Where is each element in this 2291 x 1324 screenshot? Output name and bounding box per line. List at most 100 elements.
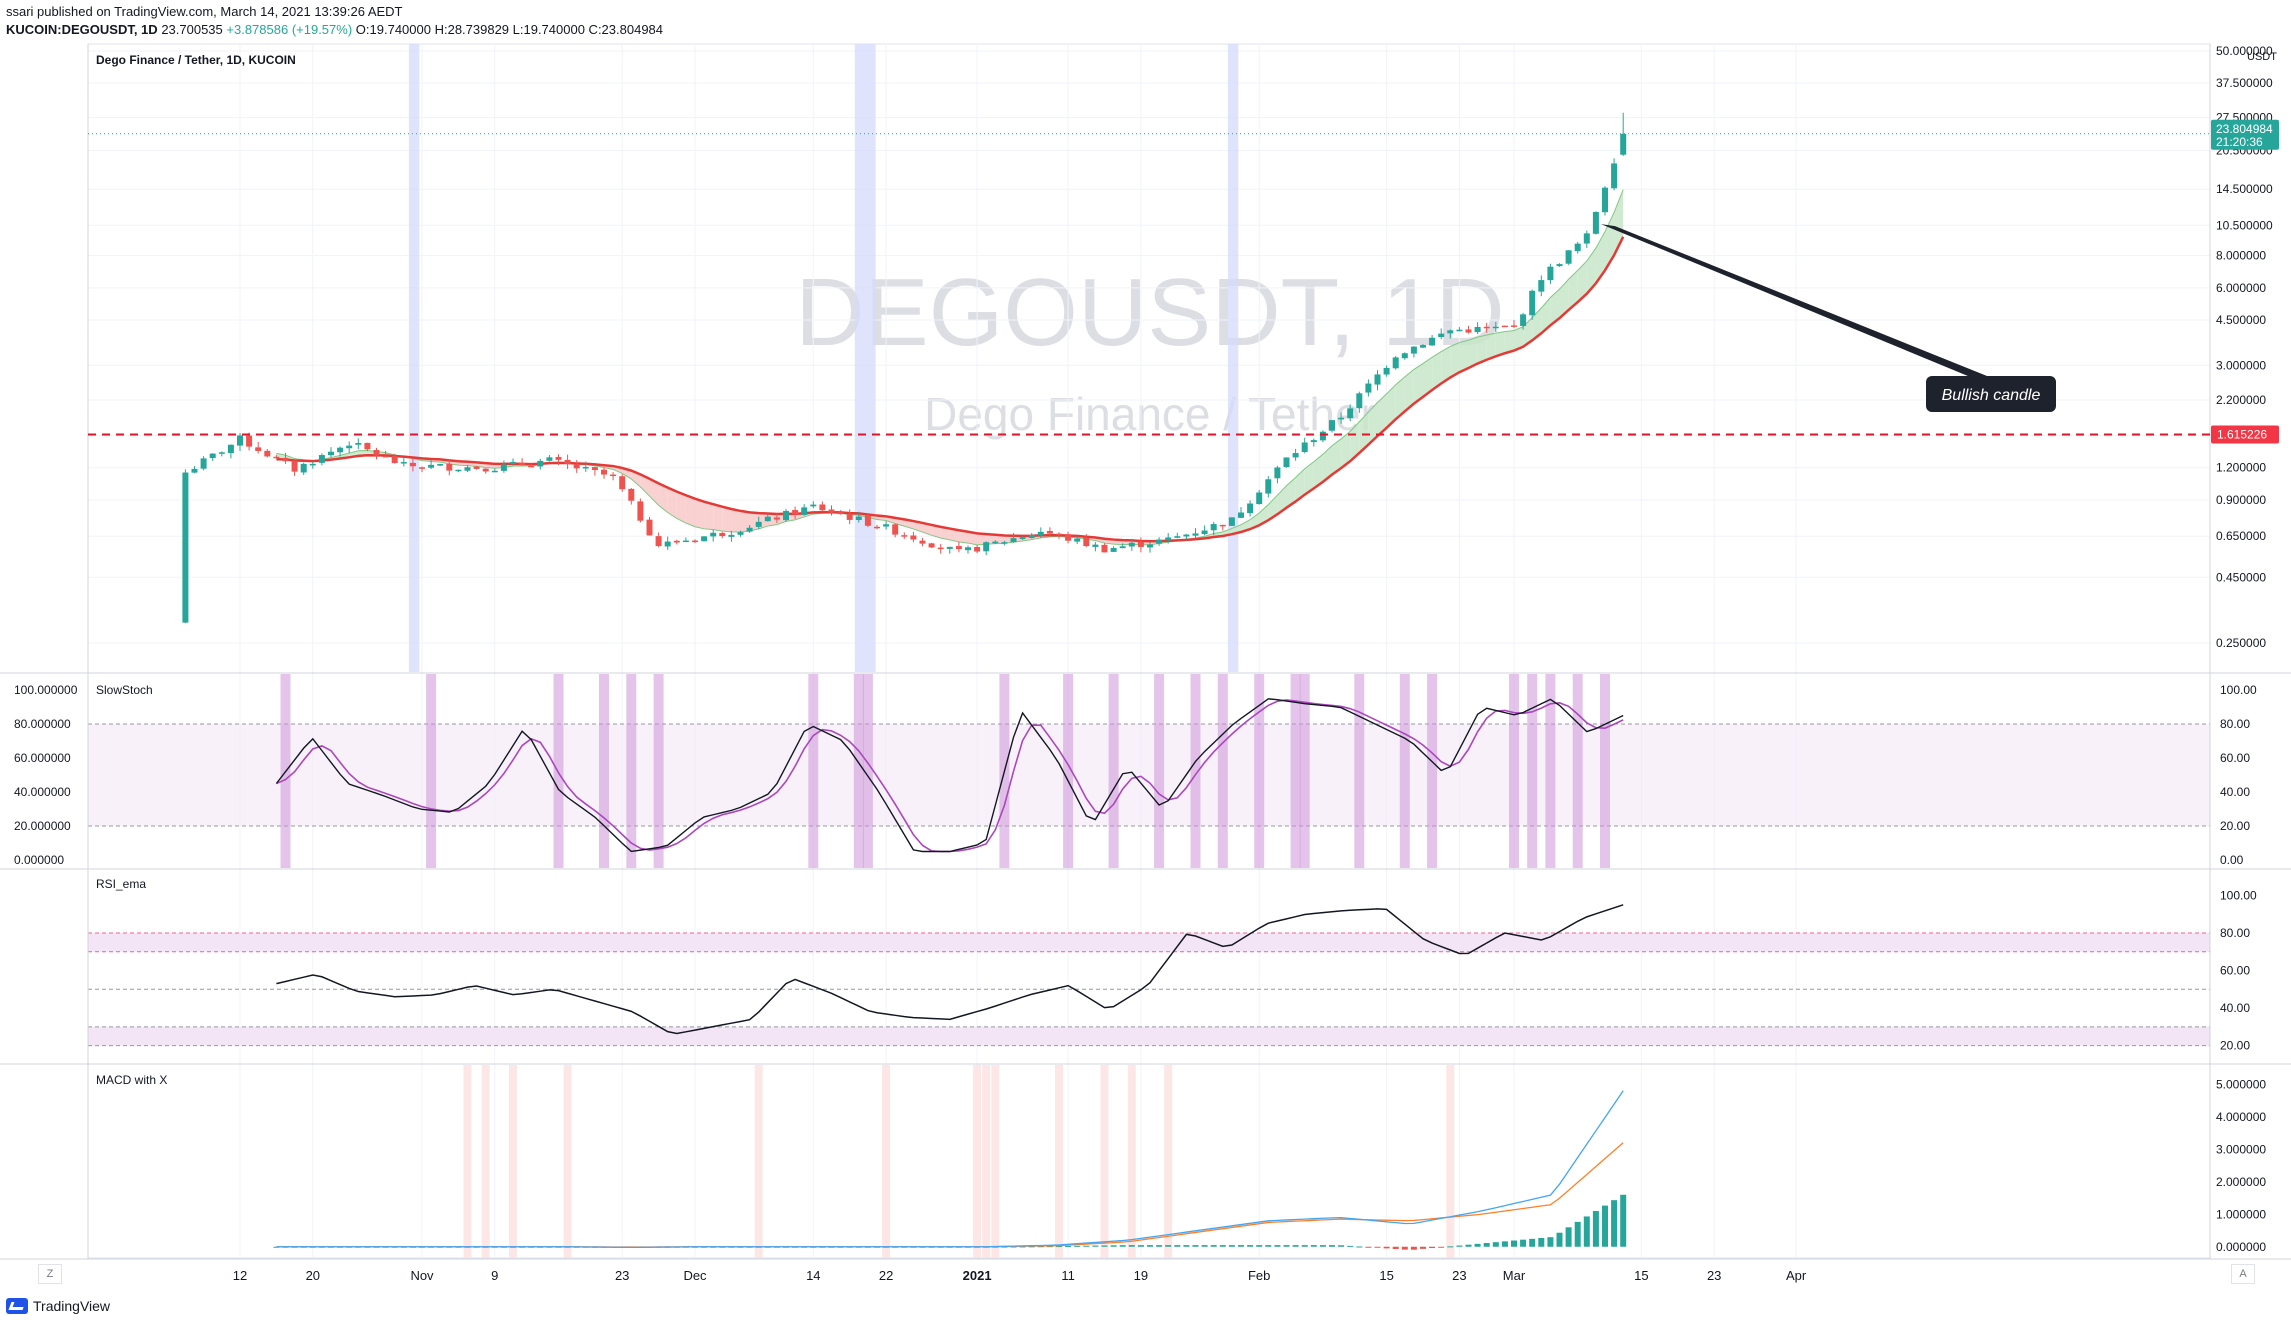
macd-histogram-bar	[1620, 1194, 1627, 1247]
highlight-band	[1227, 44, 1239, 672]
candle-body	[428, 464, 435, 468]
candle-body	[382, 455, 389, 458]
candle-body	[1420, 345, 1426, 348]
macd-histogram-bar	[1520, 1239, 1527, 1247]
macd-histogram-bar	[1201, 1245, 1208, 1247]
candle-body	[519, 462, 526, 466]
candle-body	[1165, 537, 1172, 541]
ema-ribbon-segment	[1559, 279, 1569, 319]
candle-body	[819, 504, 826, 511]
ema-ribbon-segment	[1486, 333, 1496, 360]
stoch-tick-label: 100.00	[2220, 683, 2257, 697]
ema-ribbon-segment	[1313, 454, 1323, 489]
macd-histogram-bar	[1501, 1241, 1508, 1247]
macd-histogram-bar	[1392, 1246, 1399, 1249]
macd-histogram-bar	[1274, 1245, 1281, 1247]
candle-body	[182, 472, 189, 623]
ema-ribbon-segment	[667, 487, 677, 519]
candle-body	[1201, 530, 1208, 534]
macd-histogram-bar	[1065, 1245, 1072, 1247]
candle-body	[1128, 542, 1135, 547]
stoch-signal-band	[1108, 674, 1119, 868]
candle-body	[1301, 442, 1308, 453]
stoch-signal-band	[862, 674, 873, 868]
candle-body	[1283, 457, 1290, 468]
macd-signal-band	[463, 1065, 472, 1258]
rsi-tick-label: 60.00	[2220, 964, 2250, 978]
macd-histogram-bar	[1137, 1245, 1144, 1247]
stoch-signal-band	[1154, 674, 1165, 868]
stoch-k-line	[275, 698, 1624, 853]
candle-body	[1310, 440, 1317, 443]
ema-ribbon-segment	[1295, 468, 1305, 502]
candle-body	[919, 540, 926, 544]
tradingview-brand: TradingView	[33, 1298, 111, 1314]
macd-histogram-bar	[1119, 1245, 1126, 1247]
candle-body	[337, 447, 344, 453]
macd-signal-band	[1164, 1065, 1173, 1258]
candle-body	[1147, 544, 1153, 548]
macd-histogram-bar	[1165, 1245, 1172, 1247]
ema-ribbon-segment	[713, 504, 723, 532]
candle-body	[1438, 333, 1445, 337]
candle-body	[282, 457, 289, 462]
x-tick-label: 20	[306, 1268, 320, 1283]
candle-body	[1292, 453, 1299, 458]
candle-body	[1274, 467, 1281, 479]
candle-body	[755, 521, 762, 527]
candle-body	[637, 501, 644, 521]
ema-ribbon-segment	[1541, 297, 1551, 334]
ema-ribbon-segment	[1423, 357, 1433, 397]
macd-histogram-bar	[1374, 1246, 1381, 1248]
macd-title: MACD with X	[96, 1073, 167, 1087]
auto-scale-button[interactable]: A	[2231, 1264, 2255, 1284]
candle-body	[655, 536, 662, 547]
tradingview-logo[interactable]: TradingView	[6, 1298, 110, 1314]
candle-body	[737, 532, 744, 535]
macd-histogram-bar	[1101, 1245, 1108, 1247]
candle-body	[1256, 492, 1263, 505]
macd-signal-band	[563, 1065, 572, 1258]
candle-body	[728, 534, 735, 537]
macd-signal-band	[991, 1065, 1000, 1258]
candle-body	[200, 458, 207, 469]
candle-body	[1529, 290, 1536, 316]
candle-body	[582, 466, 589, 469]
candle-body	[318, 455, 325, 463]
macd-histogram-bar	[1238, 1245, 1244, 1247]
stoch-signal-band	[1254, 674, 1265, 868]
ema-ribbon-segment	[740, 510, 750, 532]
candle-body	[409, 462, 416, 467]
candle-body	[855, 516, 862, 521]
stoch-signal-band	[553, 674, 564, 868]
candle-body	[491, 470, 498, 473]
candle-body	[300, 463, 307, 473]
candle-body	[1356, 393, 1363, 409]
currency-label: USDT	[2247, 51, 2277, 63]
price-tick-label: 0.900000	[2216, 493, 2266, 507]
rsi-tick-label: 40.00	[2220, 1001, 2250, 1015]
ema-ribbon-segment	[1450, 342, 1460, 378]
zoom-reset-button[interactable]: Z	[38, 1264, 62, 1284]
price-tick-label: 8.000000	[2216, 249, 2266, 263]
macd-histogram-bar	[1174, 1245, 1181, 1247]
stoch-signal-band	[1290, 674, 1301, 868]
macd-histogram-bar	[1192, 1245, 1199, 1247]
stoch-left-tick-label: 80.000000	[14, 717, 71, 731]
candle-body	[846, 514, 853, 520]
macd-histogram-bar	[1465, 1244, 1472, 1247]
ema-ribbon-segment	[1577, 260, 1587, 303]
rsi-oversold-zone	[88, 1026, 2210, 1046]
candle-body	[992, 541, 999, 544]
price-change: +3.878586 (+19.57%)	[226, 22, 353, 37]
candle-body	[1374, 374, 1381, 385]
candle-body	[1092, 544, 1099, 547]
candle-body	[209, 453, 216, 459]
candle-body	[1592, 211, 1599, 234]
candle-body	[974, 546, 981, 552]
candle-body	[764, 516, 771, 522]
macd-histogram-bar	[1219, 1245, 1226, 1247]
ema-ribbon-segment	[1495, 331, 1505, 357]
candle-body	[1347, 408, 1354, 419]
